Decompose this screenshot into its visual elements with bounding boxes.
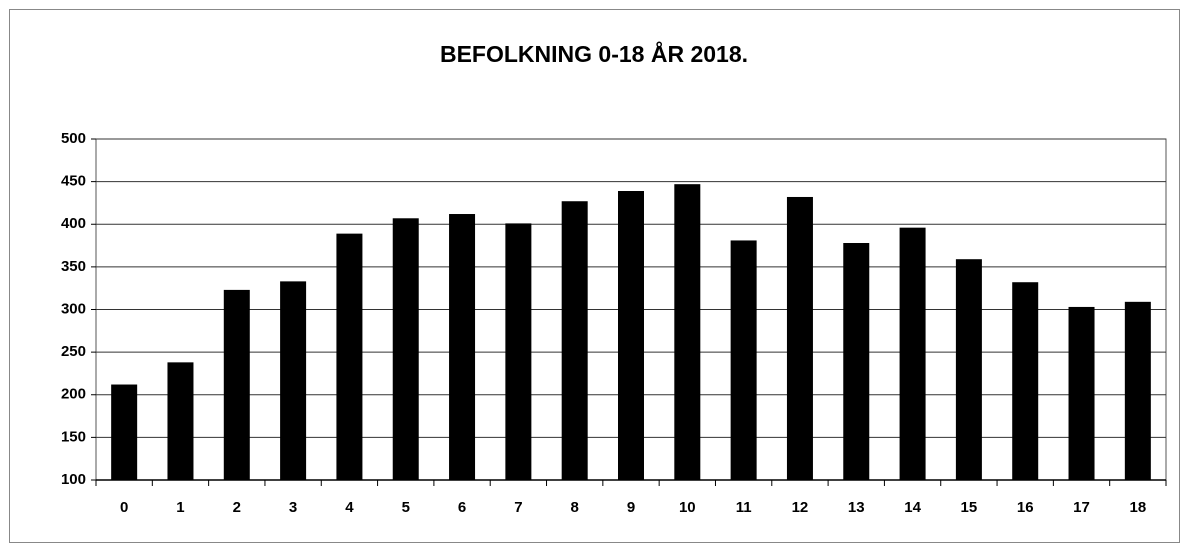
x-tick-label: 4	[345, 499, 354, 516]
bar	[167, 362, 194, 480]
x-tick-label: 2	[233, 499, 241, 516]
bar	[843, 243, 870, 480]
y-tick-label: 350	[61, 258, 86, 275]
y-tick-label: 250	[61, 343, 86, 360]
x-tick-label: 6	[458, 499, 466, 516]
bar	[618, 191, 644, 480]
chart-title: BEFOLKNING 0-18 ÅR 2018.	[440, 40, 748, 67]
x-tick-label: 11	[736, 499, 752, 516]
x-tick-label: 0	[120, 499, 128, 516]
bar	[786, 196, 813, 480]
x-tick-label: 5	[402, 499, 410, 516]
bar	[1012, 282, 1039, 480]
bar	[561, 201, 588, 481]
bar	[899, 227, 926, 480]
x-tick-label: 16	[1017, 499, 1034, 516]
bar	[111, 384, 138, 480]
y-tick-label: 450	[61, 173, 86, 190]
x-tick-label: 1	[176, 499, 184, 516]
bar	[223, 289, 250, 480]
bar	[955, 259, 982, 480]
bar	[392, 218, 419, 480]
x-tick-label: 7	[514, 499, 522, 516]
x-tick-label: 12	[792, 499, 809, 516]
bar	[730, 240, 757, 480]
x-tick-label: 3	[289, 499, 297, 516]
x-tick-label: 17	[1073, 499, 1090, 516]
y-tick-label: 150	[61, 428, 86, 445]
x-tick-label: 8	[571, 499, 579, 516]
bar	[1124, 301, 1151, 480]
x-tick-label: 9	[627, 499, 635, 516]
y-tick-label: 100	[61, 471, 86, 488]
x-tick-label: 15	[961, 499, 978, 516]
y-tick-label: 200	[61, 386, 86, 403]
bar	[505, 223, 532, 480]
y-tick-label: 300	[61, 300, 86, 317]
bar	[449, 214, 476, 480]
bar	[1068, 306, 1095, 480]
x-tick-label: 14	[904, 499, 921, 516]
bar	[674, 184, 701, 480]
x-tick-label: 18	[1129, 499, 1146, 516]
bar	[280, 281, 307, 480]
bar	[336, 233, 363, 480]
x-tick-label: 10	[679, 499, 696, 516]
y-tick-label: 400	[61, 215, 86, 232]
y-tick-label: 500	[61, 130, 86, 147]
x-tick-label: 13	[848, 499, 865, 516]
